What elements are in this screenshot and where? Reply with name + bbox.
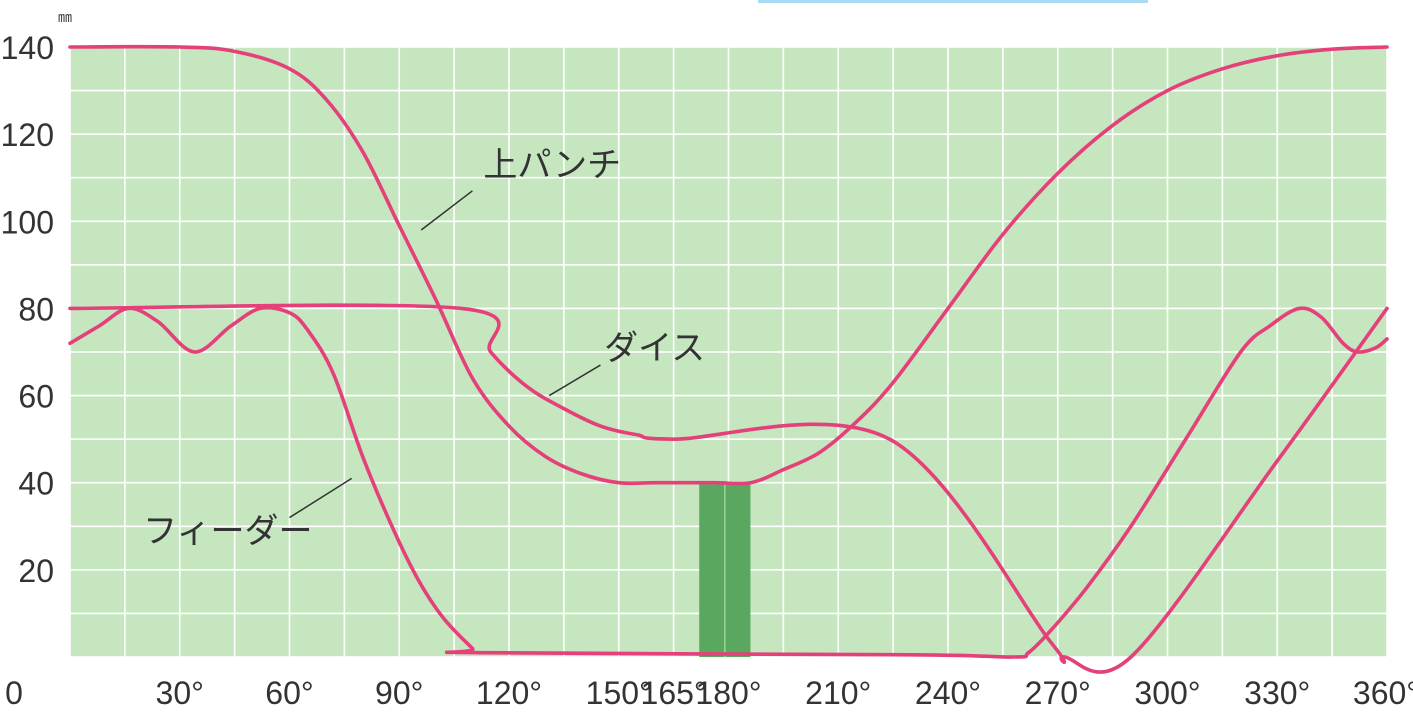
annotation-label: 上パンチ <box>483 146 621 186</box>
x-tick-label: 300° <box>1134 675 1200 711</box>
x-tick-label: 330° <box>1244 675 1310 711</box>
x-tick-label: 30° <box>156 675 204 711</box>
annotation-leader-line <box>548 364 601 397</box>
y-tick-label: 100 <box>1 204 54 240</box>
x-tick-label: 165° <box>641 675 707 711</box>
y-tick-label: 80 <box>18 291 54 327</box>
series-layer <box>68 44 1389 674</box>
x-tick-label: 210° <box>805 675 871 711</box>
annotation-label: フィーダー <box>143 512 312 552</box>
x-tick-label: 60° <box>265 675 313 711</box>
x-tick-label: 0 <box>5 675 23 711</box>
annotation-leader-line <box>420 190 473 231</box>
x-tick-label: 180° <box>695 675 761 711</box>
x-tick-label: 240° <box>915 675 981 711</box>
y-tick-label: 140 <box>1 30 54 66</box>
series-feeder <box>68 305 1389 659</box>
y-tick-label: 20 <box>18 553 54 589</box>
x-tick-label: 360° <box>1353 675 1413 711</box>
annotation-label: ダイス <box>604 329 705 369</box>
axis-labels: 20 40 60 80 100 120 140 0 30° 60° 90° 120° 150°165°1… <box>1 30 1413 711</box>
y-unit-label: ㎜ <box>58 10 72 26</box>
series-die <box>68 303 1389 674</box>
y-tick-label: 60 <box>18 379 54 415</box>
highlight-band-layer <box>699 482 751 657</box>
x-tick-label: 150° <box>586 675 652 711</box>
y-tick-label: 40 <box>18 466 54 502</box>
x-tick-label: 120° <box>476 675 542 711</box>
annotation-leader-line <box>289 477 353 519</box>
top-accent-bar <box>758 0 1148 3</box>
series-upper-punch <box>68 44 1389 486</box>
x-tick-label: 90° <box>375 675 423 711</box>
x-tick-label: 270° <box>1025 675 1091 711</box>
y-tick-label: 120 <box>1 117 54 153</box>
